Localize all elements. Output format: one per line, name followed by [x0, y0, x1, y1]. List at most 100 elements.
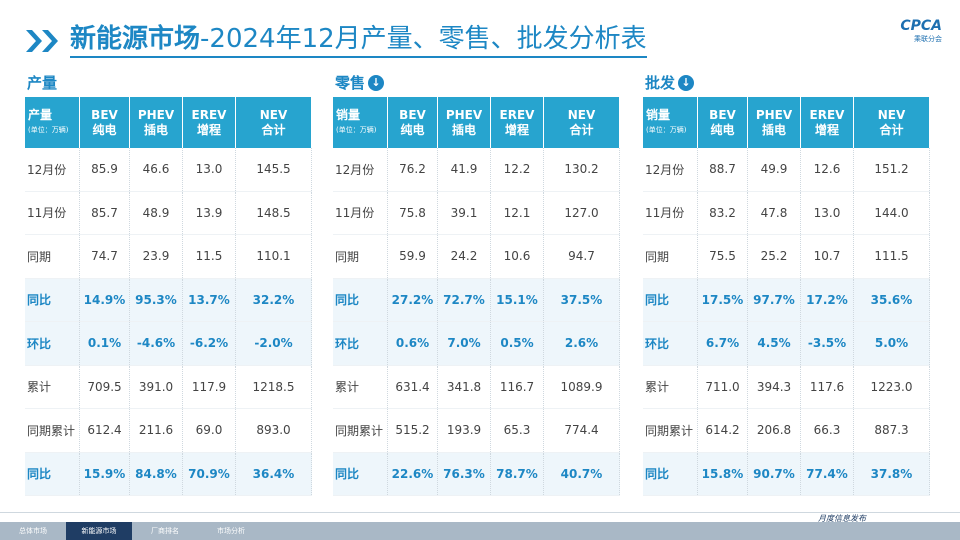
cell-value: 74.7: [80, 235, 130, 278]
row-label: 同期: [25, 235, 80, 278]
row-label: 12月份: [643, 148, 698, 191]
footer-tab[interactable]: 厂商排名: [151, 527, 179, 535]
table: 产量 (单位：万辆) BEV 纯电 PHEV 插电 EREV 增程 NEV 合计 12月份 85.9 4…: [25, 97, 312, 496]
header-main: EREV: [499, 107, 535, 122]
cell-value: 10.6: [491, 235, 544, 278]
cell-value: 631.4: [388, 365, 438, 408]
cell-value: 144.0: [854, 191, 930, 234]
cell-value: 77.4%: [801, 452, 854, 495]
cell-value: 76.3%: [438, 452, 491, 495]
cell-value: 206.8: [748, 409, 801, 452]
cell-value: 85.7: [80, 191, 130, 234]
section-text: 产量: [27, 74, 58, 92]
table-row: 同比 27.2% 72.7% 15.1% 37.5%: [333, 278, 620, 322]
section-label: 产量: [27, 72, 57, 93]
cell-value: 111.5: [854, 235, 930, 278]
header-sub: 合计: [879, 122, 904, 137]
header-main: EREV: [191, 107, 227, 122]
header-main: BEV: [399, 107, 426, 122]
cell-value: 17.2%: [801, 278, 854, 321]
header-sub: 增程: [504, 122, 529, 137]
cell-value: -6.2%: [183, 322, 236, 365]
cell-value: 2.6%: [544, 322, 620, 365]
logo-sub: 乘联分会: [914, 35, 942, 43]
table-row: 累计 709.5 391.0 117.9 1218.5: [25, 365, 312, 409]
cell-value: 887.3: [854, 409, 930, 452]
header-main: BEV: [91, 107, 118, 122]
row-label: 累计: [643, 365, 698, 408]
header-main: EREV: [809, 107, 845, 122]
cell-value: 391.0: [130, 365, 183, 408]
header-main: NEV: [567, 107, 596, 122]
table-row: 11月份 75.8 39.1 12.1 127.0: [333, 191, 620, 235]
logo: CPCA 乘联分会: [880, 18, 942, 44]
cell-value: 117.6: [801, 365, 854, 408]
header-cell: PHEV 插电: [748, 97, 801, 148]
cell-value: 13.0: [183, 148, 236, 191]
cell-value: 11.5: [183, 235, 236, 278]
cell-value: 85.9: [80, 148, 130, 191]
section-text: 批发: [645, 74, 676, 92]
header-cell: EREV 增程: [183, 97, 236, 148]
cell-value: 130.2: [544, 148, 620, 191]
cell-value: 46.6: [130, 148, 183, 191]
table-row: 环比 0.1% -4.6% -6.2% -2.0%: [25, 322, 312, 366]
header-sub: 增程: [814, 122, 839, 137]
header-sub: (单位：万辆): [336, 125, 377, 134]
table-row: 同比 15.8% 90.7% 77.4% 37.8%: [643, 452, 930, 496]
cell-value: 36.4%: [236, 452, 312, 495]
cell-value: 70.9%: [183, 452, 236, 495]
chevron-icon: [26, 30, 58, 52]
cell-value: 84.8%: [130, 452, 183, 495]
cell-value: 75.5: [698, 235, 748, 278]
cell-value: 66.3: [801, 409, 854, 452]
header-cell: EREV 增程: [801, 97, 854, 148]
table-row: 累计 631.4 341.8 116.7 1089.9: [333, 365, 620, 409]
header-sub: 插电: [451, 122, 476, 137]
header-main: NEV: [259, 107, 288, 122]
cell-value: 23.9: [130, 235, 183, 278]
table-row: 环比 6.7% 4.5% -3.5% 5.0%: [643, 322, 930, 366]
header-sub: (单位：万辆): [646, 125, 687, 134]
footer-tab[interactable]: 市场分析: [217, 527, 245, 535]
row-label: 累计: [333, 365, 388, 408]
logo-text: CPCA: [900, 18, 942, 34]
row-label: 同比: [643, 452, 698, 495]
row-label: 环比: [333, 322, 388, 365]
cell-value: 515.2: [388, 409, 438, 452]
down-arrow-icon: ↓: [678, 74, 695, 91]
header-row: 销量 (单位：万辆) BEV 纯电 PHEV 插电 EREV 增程 NEV 合计: [643, 97, 930, 148]
header-cell: PHEV 插电: [438, 97, 491, 148]
header-cell: NEV 合计: [544, 97, 620, 148]
cell-value: 12.2: [491, 148, 544, 191]
row-label: 同期累计: [643, 409, 698, 452]
table-row: 同期累计 612.4 211.6 69.0 893.0: [25, 409, 312, 453]
row-label: 11月份: [643, 191, 698, 234]
cell-value: 148.5: [236, 191, 312, 234]
header-main: 产量: [28, 107, 53, 122]
cell-value: 72.7%: [438, 278, 491, 321]
header-sub: 合计: [569, 122, 594, 137]
header-cell: NEV 合计: [236, 97, 312, 148]
header-cell: 产量 (单位：万辆): [25, 97, 80, 148]
footer-tab[interactable]: 总体市场: [19, 527, 47, 535]
cell-value: 211.6: [130, 409, 183, 452]
cell-value: 65.3: [491, 409, 544, 452]
header-cell: BEV 纯电: [80, 97, 130, 148]
row-label: 同比: [333, 452, 388, 495]
cell-value: 37.5%: [544, 278, 620, 321]
cell-value: 14.9%: [80, 278, 130, 321]
cell-value: 12.1: [491, 191, 544, 234]
row-label: 12月份: [25, 148, 80, 191]
cell-value: 612.4: [80, 409, 130, 452]
cell-value: 17.5%: [698, 278, 748, 321]
footer-tab[interactable]: 新能源市场: [66, 522, 132, 540]
cell-value: 13.9: [183, 191, 236, 234]
cell-value: 12.6: [801, 148, 854, 191]
cell-value: 69.0: [183, 409, 236, 452]
header-main: PHEV: [445, 107, 483, 122]
header-cell: PHEV 插电: [130, 97, 183, 148]
cell-value: 10.7: [801, 235, 854, 278]
section-text: 零售: [335, 74, 366, 92]
